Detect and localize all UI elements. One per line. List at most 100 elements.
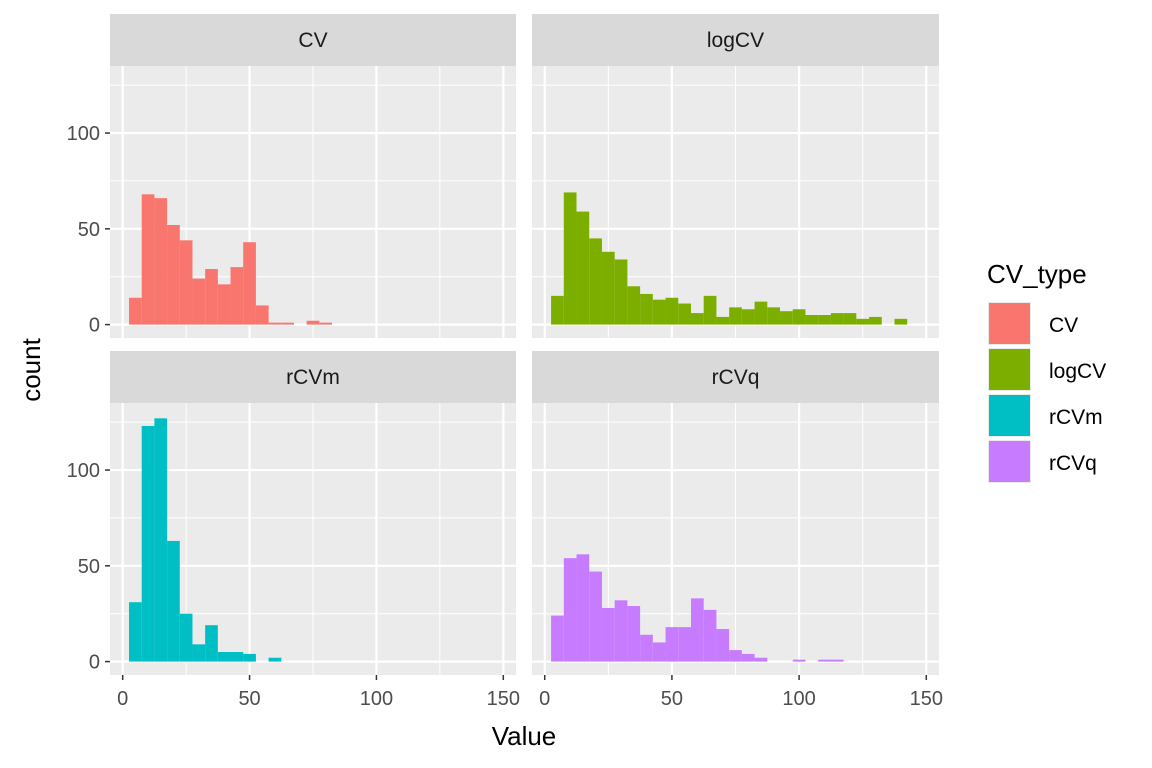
facet-strip-label: CV <box>298 29 327 52</box>
histogram-bar <box>830 659 844 662</box>
histogram-bar <box>716 316 730 325</box>
histogram-bar <box>741 653 755 662</box>
legend-swatch <box>989 441 1030 482</box>
histogram-bar <box>601 251 615 325</box>
histogram-bar <box>551 615 564 662</box>
histogram-bar <box>192 644 206 662</box>
legend-label: CV <box>1049 314 1078 337</box>
histogram-bar <box>869 316 882 325</box>
x-tick-label: 50 <box>661 688 683 710</box>
histogram-bar <box>230 267 244 325</box>
facet-strip <box>110 351 516 403</box>
legend-label: logCV <box>1049 360 1106 383</box>
histogram-bar <box>141 194 155 325</box>
histogram-bar <box>129 297 142 325</box>
histogram-bar <box>614 259 628 325</box>
facet-strip-label: rCVq <box>712 366 760 389</box>
histogram-bar <box>856 318 870 325</box>
legend-swatch <box>989 349 1030 390</box>
legend-swatch <box>989 395 1030 436</box>
histogram-bar <box>563 192 577 325</box>
x-tick-label: 150 <box>910 688 943 710</box>
x-tick-label: 0 <box>539 688 550 710</box>
facet-strip-label: rCVm <box>286 366 340 389</box>
legend-label: rCVm <box>1049 406 1103 429</box>
y-tick-label: 100 <box>67 123 100 145</box>
histogram-bar <box>589 571 602 662</box>
histogram-bar <box>818 315 831 325</box>
legend-label: rCVq <box>1049 452 1097 475</box>
histogram-bar <box>319 322 333 325</box>
histogram-bar <box>703 295 717 325</box>
histogram-bar <box>627 286 641 325</box>
histogram-bar <box>129 602 142 662</box>
facet-panel-rCVm: rCVm 0 50 100 0 50 100 150 <box>67 351 520 710</box>
histogram-bar <box>805 315 819 325</box>
x-tick-label: 100 <box>782 688 815 710</box>
histogram-bar <box>640 293 653 325</box>
y-tick-label: 50 <box>78 556 100 578</box>
x-tick-label: 100 <box>360 688 393 710</box>
x-axis-title: Value <box>492 721 557 751</box>
histogram-bar <box>217 284 231 325</box>
histogram-bar <box>141 425 155 662</box>
histogram-bar <box>255 305 269 325</box>
histogram-bar <box>652 299 666 325</box>
y-axis-title: count <box>16 337 46 401</box>
histogram-bar <box>167 540 180 662</box>
histogram-bar <box>665 297 679 325</box>
legend-title: CV_type <box>987 259 1087 289</box>
histogram-bar <box>894 318 908 325</box>
facet-panel-logCV: logCV <box>532 14 939 338</box>
histogram-bar <box>703 609 717 662</box>
x-tick-label: 50 <box>238 688 260 710</box>
y-tick-label: 0 <box>89 315 100 337</box>
histogram-bar <box>729 307 742 325</box>
histogram-bar <box>589 238 602 325</box>
facet-panel-rCVq: rCVq 0 50 100 150 <box>532 351 943 710</box>
facet-strip <box>532 351 939 403</box>
histogram-bar <box>563 558 577 662</box>
histogram-bar <box>154 418 168 662</box>
histogram-bar <box>551 295 564 325</box>
facet-panel-CV: CV 0 50 100 <box>67 14 516 338</box>
histogram-bar <box>576 211 590 325</box>
histogram-bar <box>205 625 218 662</box>
histogram-bar <box>627 606 641 662</box>
histogram-bar <box>830 313 844 325</box>
facet-strip <box>110 14 516 66</box>
histogram-bar <box>601 607 615 662</box>
histogram-bar <box>192 278 206 325</box>
facet-strip <box>532 14 939 66</box>
histogram-bar <box>754 657 768 662</box>
histogram-bar <box>729 650 742 662</box>
histogram-bar <box>243 653 256 662</box>
histogram-bar <box>754 301 768 325</box>
histogram-bar <box>716 629 730 662</box>
legend-swatch <box>989 303 1030 344</box>
histogram-bar <box>690 598 704 662</box>
histogram-bar <box>281 322 294 325</box>
histogram-bar <box>690 313 704 325</box>
histogram-bar <box>576 554 590 662</box>
y-tick-label: 50 <box>78 219 100 241</box>
histogram-bar <box>179 613 193 662</box>
histogram-bar <box>678 303 691 325</box>
histogram-bar <box>167 224 180 325</box>
histogram-bar <box>640 634 653 662</box>
histogram-bar <box>268 322 282 325</box>
histogram-bar <box>268 657 282 662</box>
histogram-bar <box>843 313 857 325</box>
histogram-bar <box>652 642 666 662</box>
histogram-bar <box>154 198 168 325</box>
y-tick-label: 100 <box>67 460 100 482</box>
histogram-bar <box>818 659 831 662</box>
histogram-bar <box>179 240 193 325</box>
x-tick-label: 0 <box>117 688 128 710</box>
x-tick-label: 150 <box>487 688 520 710</box>
y-tick-label: 0 <box>89 652 100 674</box>
histogram-bar <box>306 320 320 325</box>
histogram-bar <box>767 307 781 325</box>
